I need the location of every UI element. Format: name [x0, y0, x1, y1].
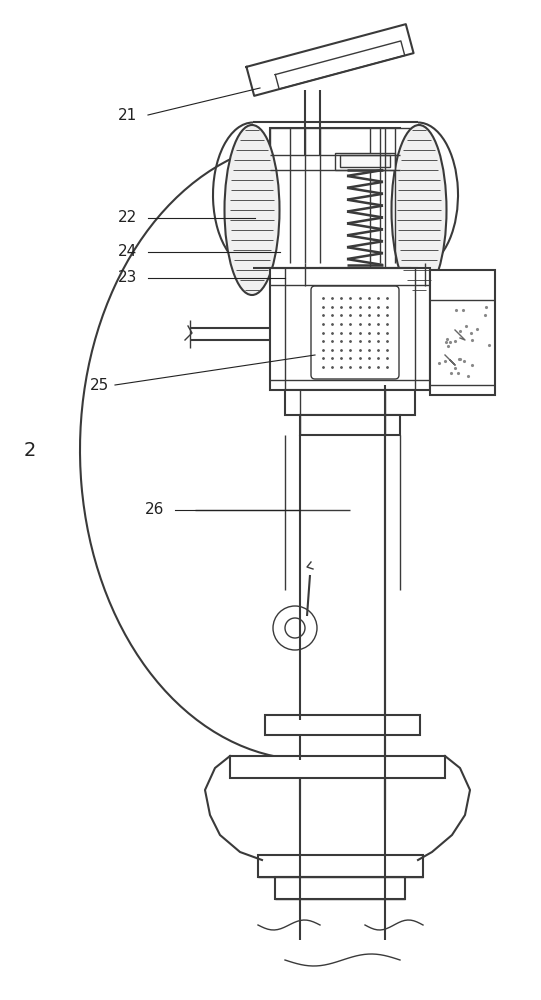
Bar	[430, 270, 495, 395]
Circle shape	[285, 618, 305, 638]
Bar	[340, 155, 390, 167]
Bar	[230, 756, 445, 778]
Bar	[272, 130, 397, 260]
Bar	[320, 268, 410, 286]
Text: 22: 22	[118, 211, 137, 226]
Text: 21: 21	[118, 107, 137, 122]
Text: 25: 25	[90, 377, 109, 392]
Bar	[270, 128, 400, 263]
Ellipse shape	[392, 125, 446, 295]
Text: 26: 26	[145, 502, 164, 518]
Circle shape	[273, 606, 317, 650]
Text: 23: 23	[118, 270, 137, 286]
Bar	[265, 715, 420, 735]
Text: 24: 24	[118, 244, 137, 259]
Bar	[370, 128, 425, 268]
Bar	[300, 415, 400, 435]
Bar	[258, 855, 423, 877]
Bar	[335, 153, 395, 170]
Bar	[285, 390, 415, 415]
Bar	[275, 877, 405, 899]
Ellipse shape	[225, 125, 280, 295]
Bar	[270, 128, 400, 273]
FancyBboxPatch shape	[311, 286, 399, 379]
Text: 2: 2	[24, 440, 36, 460]
Bar	[270, 268, 430, 390]
